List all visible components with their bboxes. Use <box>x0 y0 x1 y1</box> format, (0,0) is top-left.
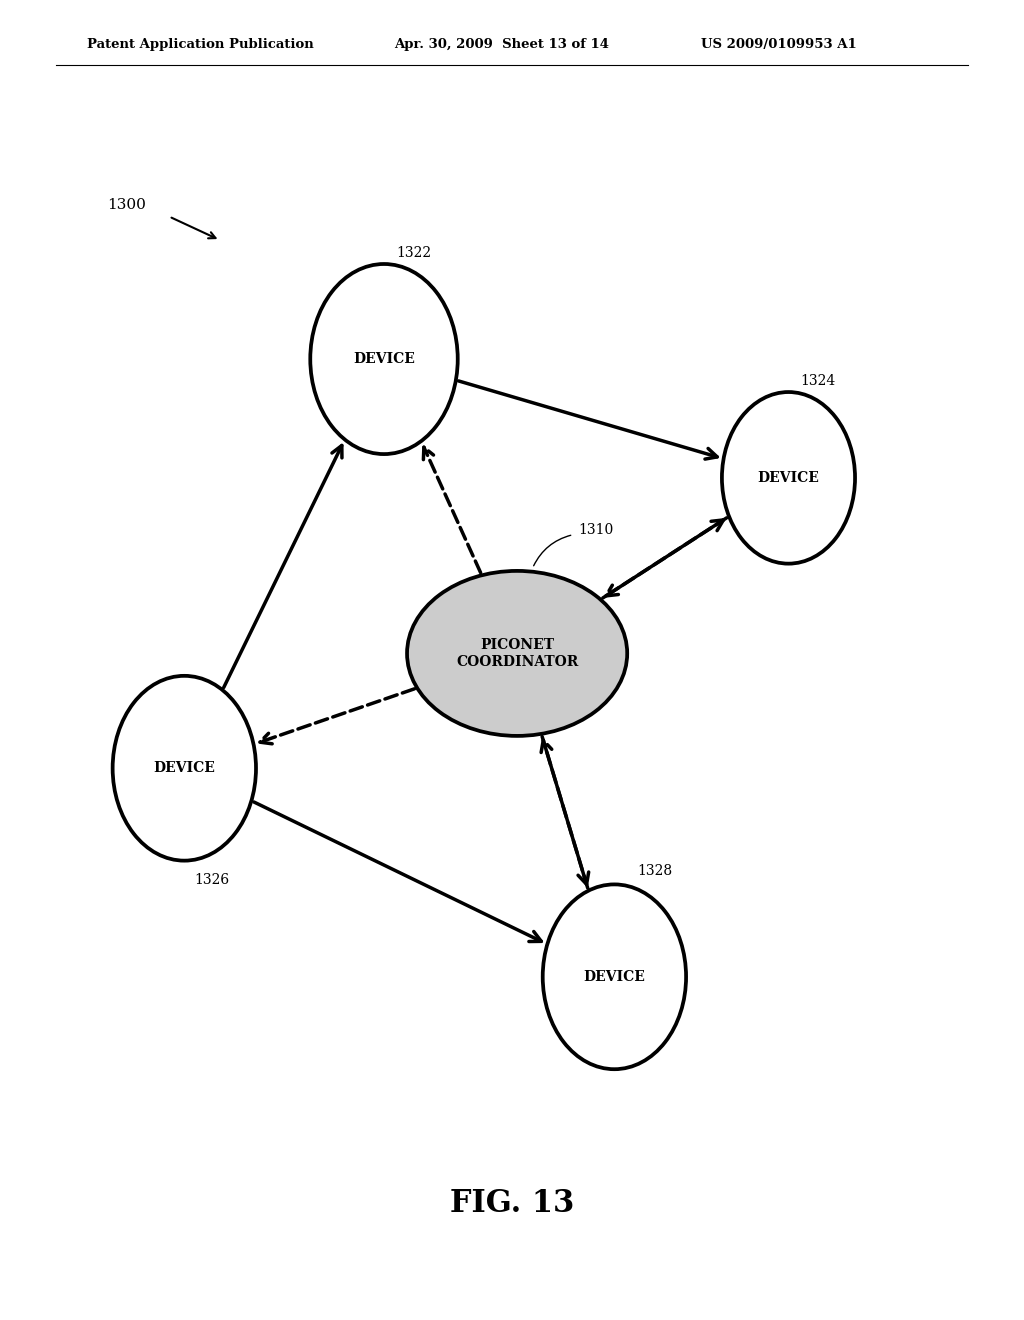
Circle shape <box>113 676 256 861</box>
Circle shape <box>722 392 855 564</box>
Text: Patent Application Publication: Patent Application Publication <box>87 37 313 50</box>
Text: DEVICE: DEVICE <box>758 471 819 484</box>
Circle shape <box>543 884 686 1069</box>
Text: DEVICE: DEVICE <box>353 352 415 366</box>
Text: FIG. 13: FIG. 13 <box>450 1188 574 1220</box>
Text: Apr. 30, 2009  Sheet 13 of 14: Apr. 30, 2009 Sheet 13 of 14 <box>394 37 609 50</box>
Text: DEVICE: DEVICE <box>584 970 645 983</box>
Text: DEVICE: DEVICE <box>154 762 215 775</box>
Text: 1328: 1328 <box>637 863 672 878</box>
Text: 1300: 1300 <box>108 198 146 211</box>
Text: 1326: 1326 <box>195 873 229 887</box>
Text: 1324: 1324 <box>801 374 836 388</box>
Text: PICONET
COORDINATOR: PICONET COORDINATOR <box>456 639 579 668</box>
Text: 1310: 1310 <box>579 523 613 537</box>
Circle shape <box>310 264 458 454</box>
Ellipse shape <box>408 570 627 737</box>
Text: 1322: 1322 <box>396 246 431 260</box>
Text: US 2009/0109953 A1: US 2009/0109953 A1 <box>701 37 857 50</box>
